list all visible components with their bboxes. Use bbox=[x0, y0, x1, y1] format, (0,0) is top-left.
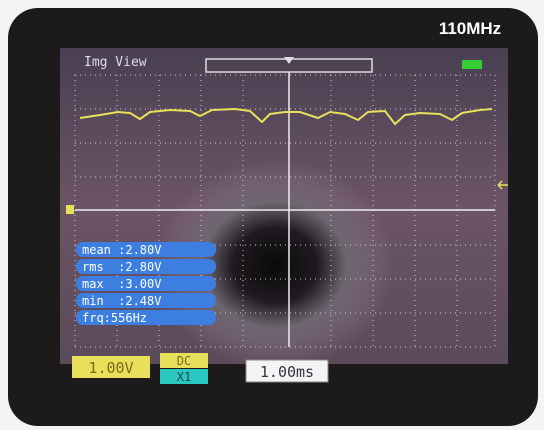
bandwidth-label: 110MHz bbox=[439, 19, 501, 38]
measurement: mean :2.80V bbox=[82, 243, 161, 257]
ground-marker bbox=[66, 205, 74, 214]
measurement: frq:556Hz bbox=[82, 311, 147, 325]
measurement: min :2.48V bbox=[82, 294, 161, 308]
measurement: max :3.00V bbox=[82, 277, 161, 291]
battery bbox=[462, 60, 482, 69]
measurement: rms :2.80V bbox=[82, 260, 161, 274]
probe: X1 bbox=[177, 370, 191, 384]
time-per-div: 1.00ms bbox=[260, 363, 314, 381]
mode-label: Img View bbox=[84, 55, 147, 70]
measurements: mean :2.80V rms :2.80V max :3.00V min :2… bbox=[76, 242, 216, 325]
page: { "brand": {"bandwidth": "110MHz"}, "scr… bbox=[0, 0, 544, 430]
coupling: DC bbox=[177, 354, 191, 368]
volts-per-div: 1.00V bbox=[88, 359, 133, 377]
oscilloscope-photo: 110MHz Img View mean :2.80V rms :2.80V m… bbox=[0, 0, 544, 430]
